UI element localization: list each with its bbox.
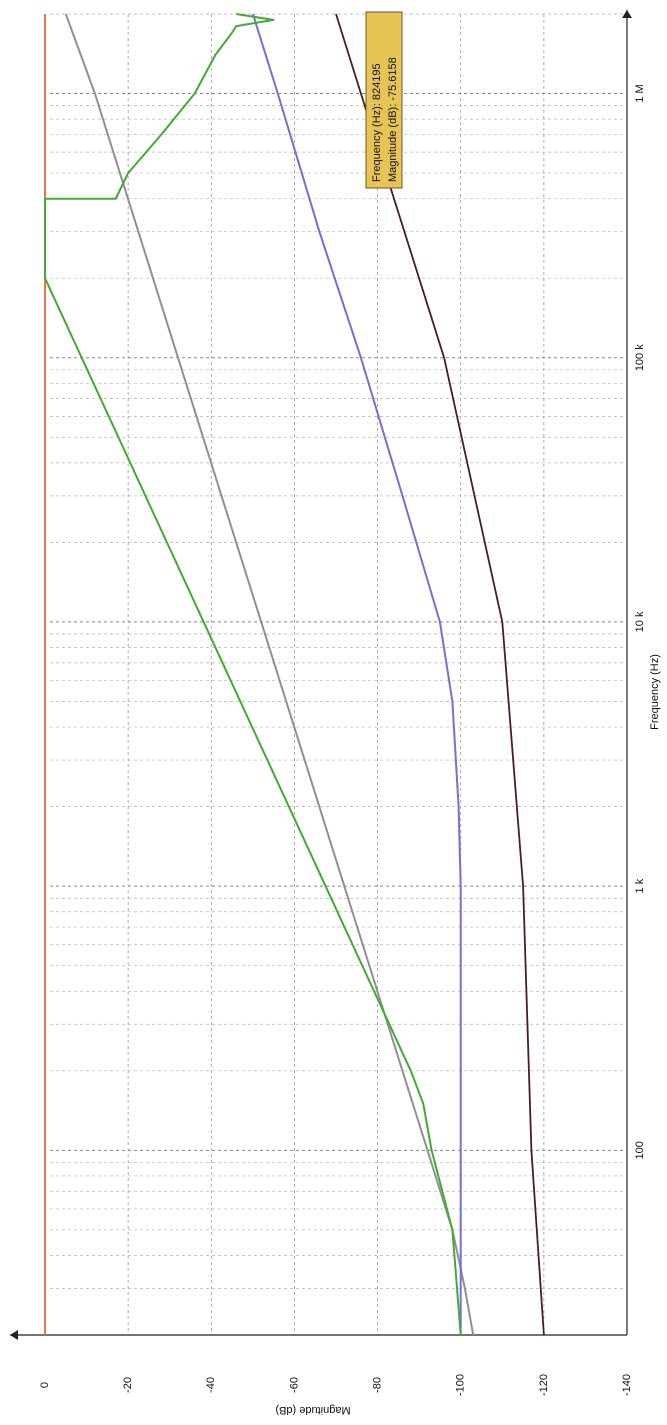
y-axis-title-group: Magnitude (dB)	[275, 1404, 350, 1416]
tooltip-box	[365, 11, 403, 189]
y-tick-label-group: -40	[205, 1377, 217, 1393]
x-tick-label-group: 10 k	[634, 611, 646, 632]
x-tick-label: 100	[634, 1141, 646, 1159]
green-series-line	[44, 13, 462, 1336]
y-tick-label: -140	[621, 1374, 633, 1396]
frequency-axis-arrow	[622, 10, 632, 18]
y-tick-label-group: -60	[288, 1377, 300, 1393]
magnitude-axis-arrow	[10, 1330, 18, 1340]
y-tick-label: -100	[455, 1374, 467, 1396]
y-tick-label-group: -140	[621, 1374, 633, 1396]
axes	[10, 10, 632, 1340]
y-tick-label-group: -120	[538, 1374, 550, 1396]
x-tick-label-group: 100	[634, 1141, 646, 1159]
tooltip-frequency: Frequency (Hz): 824195	[371, 63, 383, 182]
x-tick-label: 1 M	[634, 84, 646, 102]
x-tick-label: 1 k	[634, 878, 646, 893]
tooltip-magnitude: Magnitude (dB): -75.6158	[387, 57, 399, 182]
x-tick-label-group: 1 M	[634, 84, 646, 102]
y-tick-label-group: 0	[39, 1382, 51, 1388]
y-tick-label: -20	[122, 1377, 134, 1393]
y-tick-label: -40	[205, 1377, 217, 1393]
cursor-tooltip: Frequency (Hz): 824195 Magnitude (dB): -…	[365, 11, 403, 189]
x-tick-label: 100 k	[634, 344, 646, 371]
y-tick-label: 0	[39, 1382, 51, 1388]
x-tick-label-group: 1 k	[634, 878, 646, 893]
y-tick-label: -80	[371, 1377, 383, 1393]
y-tick-label-group: -20	[122, 1377, 134, 1393]
y-tick-label-group: -80	[371, 1377, 383, 1393]
x-tick-label-group: 100 k	[634, 344, 646, 371]
series-lines	[44, 13, 545, 1336]
tick-labels: 0 -20 -40 -60 -80 -100 -120 -140 100 1 k 10 k 100 k…	[39, 84, 646, 1396]
x-axis-title-group: Frequency (Hz)	[649, 654, 661, 730]
brown-series-line	[335, 13, 545, 1336]
x-axis-title: Frequency (Hz)	[649, 654, 661, 730]
y-tick-label-group: -100	[455, 1374, 467, 1396]
blue-series-line	[251, 13, 462, 1335]
y-tick-label: -120	[538, 1374, 550, 1396]
y-axis-title: Magnitude (dB)	[275, 1404, 350, 1416]
y-tick-label: -60	[288, 1377, 300, 1393]
x-tick-label: 10 k	[634, 611, 646, 632]
